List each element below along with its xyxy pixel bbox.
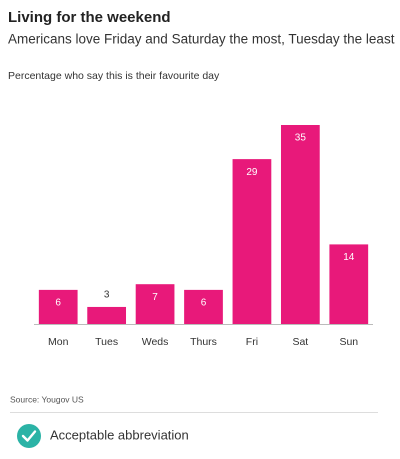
chart-title: Living for the weekend xyxy=(8,9,171,26)
x-tick-label: Sat xyxy=(292,336,308,348)
value-label: 29 xyxy=(246,167,258,178)
bar xyxy=(280,125,320,324)
check-icon xyxy=(17,424,41,448)
bar xyxy=(184,289,223,324)
chart-subtitle: Americans love Friday and Saturday the m… xyxy=(8,32,395,47)
y-axis-label: Percentage who say this is their favouri… xyxy=(8,70,220,82)
bar xyxy=(232,159,272,324)
bar xyxy=(329,244,369,324)
check-mark xyxy=(21,430,37,442)
bar xyxy=(135,284,175,324)
check-circle xyxy=(17,424,41,448)
x-tick-label: Fri xyxy=(246,336,258,348)
value-label: 7 xyxy=(152,292,158,303)
value-label: 35 xyxy=(295,133,307,144)
value-label: 3 xyxy=(104,290,110,301)
x-tick-label: Mon xyxy=(48,336,69,348)
x-tick-label: Thurs xyxy=(190,336,217,348)
x-tick-label: Sun xyxy=(339,336,358,348)
source: Source: Yougov US xyxy=(10,394,84,404)
value-label: 6 xyxy=(55,298,61,309)
x-tick-label: Tues xyxy=(95,336,118,348)
x-tick-label: Weds xyxy=(142,336,169,348)
bar xyxy=(87,306,127,324)
footer-label: Acceptable abbreviation xyxy=(50,427,189,442)
bar xyxy=(38,289,78,324)
value-label: 6 xyxy=(201,298,207,309)
value-label: 14 xyxy=(343,252,355,263)
